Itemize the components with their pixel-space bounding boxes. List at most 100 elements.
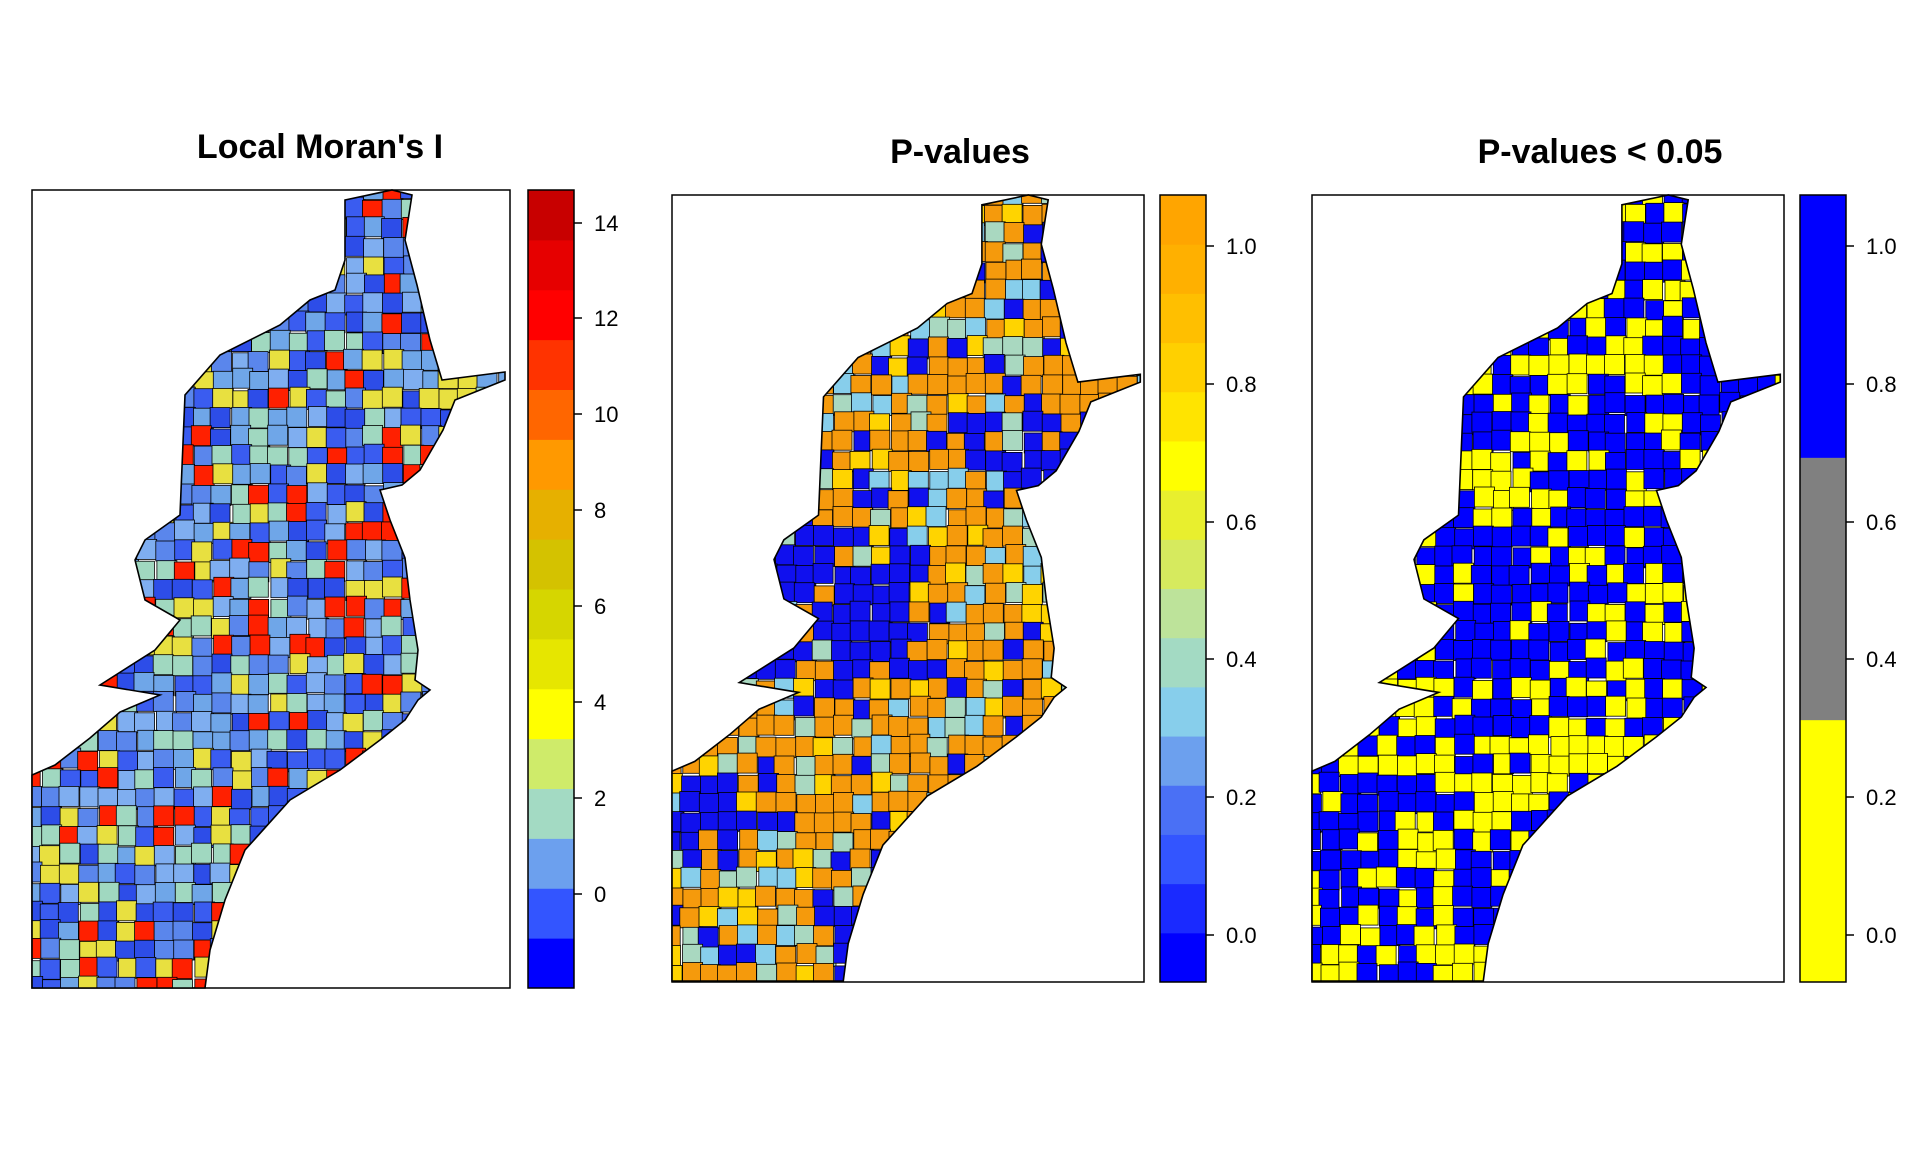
county-polygon [1528, 734, 1549, 756]
county-polygon [343, 348, 365, 370]
county-polygon [211, 653, 233, 675]
legend-tick-label: 0.0 [1866, 923, 1897, 948]
county-polygon [324, 596, 346, 618]
panel-title: P-values [890, 133, 1030, 171]
county-polygon [247, 694, 269, 716]
county-polygon [363, 274, 385, 296]
county-polygon [1021, 658, 1043, 680]
county-polygon [1002, 375, 1024, 397]
county-polygon [1605, 695, 1626, 717]
county-polygon [1624, 279, 1646, 301]
county-polygon [325, 292, 347, 314]
county-polygon [1472, 603, 1494, 625]
county-polygon [209, 503, 231, 525]
legend-tick-label: 0.2 [1226, 785, 1257, 810]
county-polygon [1472, 811, 1494, 833]
county-polygon [60, 884, 82, 905]
county-polygon [928, 526, 949, 548]
county-polygon [153, 730, 175, 751]
county-polygon [1529, 715, 1551, 736]
county-polygon [1453, 676, 1475, 698]
county-polygon [1433, 811, 1454, 833]
legend-tick-label: 0 [594, 882, 606, 907]
county-polygon [97, 843, 119, 865]
county-polygon [718, 792, 739, 813]
county-polygon [757, 924, 778, 946]
county-polygon [1360, 927, 1381, 949]
county-polygon [1433, 905, 1454, 926]
county-polygon [346, 595, 368, 617]
county-polygon [1511, 677, 1532, 698]
county-polygon [1606, 488, 1627, 510]
county-polygon [965, 506, 987, 528]
county-polygon [1681, 354, 1703, 376]
county-polygon [1356, 945, 1378, 967]
county-polygon [814, 697, 835, 719]
legend-color-bin [528, 439, 574, 490]
county-polygon [247, 614, 269, 636]
county-polygon [1320, 849, 1341, 871]
county-polygon [152, 654, 174, 676]
county-polygon [1663, 393, 1684, 415]
county-polygon [230, 424, 252, 446]
legend-color-bin [528, 788, 574, 839]
county-polygon [249, 463, 271, 485]
county-polygon [1605, 525, 1626, 546]
county-polygon [1509, 620, 1531, 642]
county-polygon [247, 576, 269, 598]
county-polygon [1357, 867, 1379, 889]
county-polygon [907, 373, 929, 395]
county-polygon [1022, 679, 1044, 700]
county-polygon [175, 691, 197, 712]
county-polygon [871, 811, 893, 833]
county-polygon [965, 449, 986, 471]
county-polygon [1529, 679, 1551, 701]
county-polygon [1003, 318, 1025, 340]
county-polygon [717, 829, 738, 851]
county-polygon [1585, 317, 1607, 339]
county-polygon [1002, 660, 1024, 681]
county-polygon [1415, 791, 1437, 813]
county-polygon [1322, 791, 1344, 812]
county-polygon [944, 696, 966, 718]
county-polygon [1511, 584, 1533, 605]
county-polygon [171, 636, 193, 658]
county-polygon [1378, 754, 1399, 776]
county-polygon [345, 501, 367, 523]
county-polygon [1041, 393, 1062, 415]
county-polygon [1568, 735, 1590, 757]
county-polygon [1511, 699, 1532, 721]
county-polygon [115, 805, 137, 827]
county-polygon [1320, 907, 1341, 929]
county-polygon [832, 679, 854, 701]
county-polygon [153, 921, 175, 942]
county-polygon [79, 956, 100, 978]
county-polygon [97, 920, 119, 942]
county-polygon [1645, 394, 1667, 416]
county-polygon [40, 806, 62, 828]
county-polygon [947, 375, 969, 397]
panel-title: Local Moran's I [197, 128, 443, 166]
legend-color-bin [528, 539, 574, 590]
county-polygon [793, 695, 815, 717]
county-polygon [1547, 412, 1569, 434]
county-polygon [1472, 639, 1493, 660]
county-polygon [813, 812, 835, 834]
county-polygon [851, 392, 872, 414]
county-polygon [945, 601, 967, 623]
county-polygon [362, 425, 384, 446]
county-polygon [1662, 563, 1683, 585]
legend-color-bin [1160, 539, 1206, 589]
county-polygon [306, 519, 328, 541]
county-polygon [1510, 411, 1532, 433]
county-polygon [1472, 753, 1494, 775]
county-polygon [230, 655, 252, 677]
county-polygon [964, 714, 986, 736]
county-polygon [1624, 372, 1646, 394]
county-polygon [1644, 527, 1665, 549]
county-polygon [343, 617, 365, 639]
county-polygon [1548, 716, 1570, 738]
county-polygon [39, 958, 61, 980]
county-polygon [308, 406, 329, 427]
legend-color-bin [528, 389, 574, 440]
